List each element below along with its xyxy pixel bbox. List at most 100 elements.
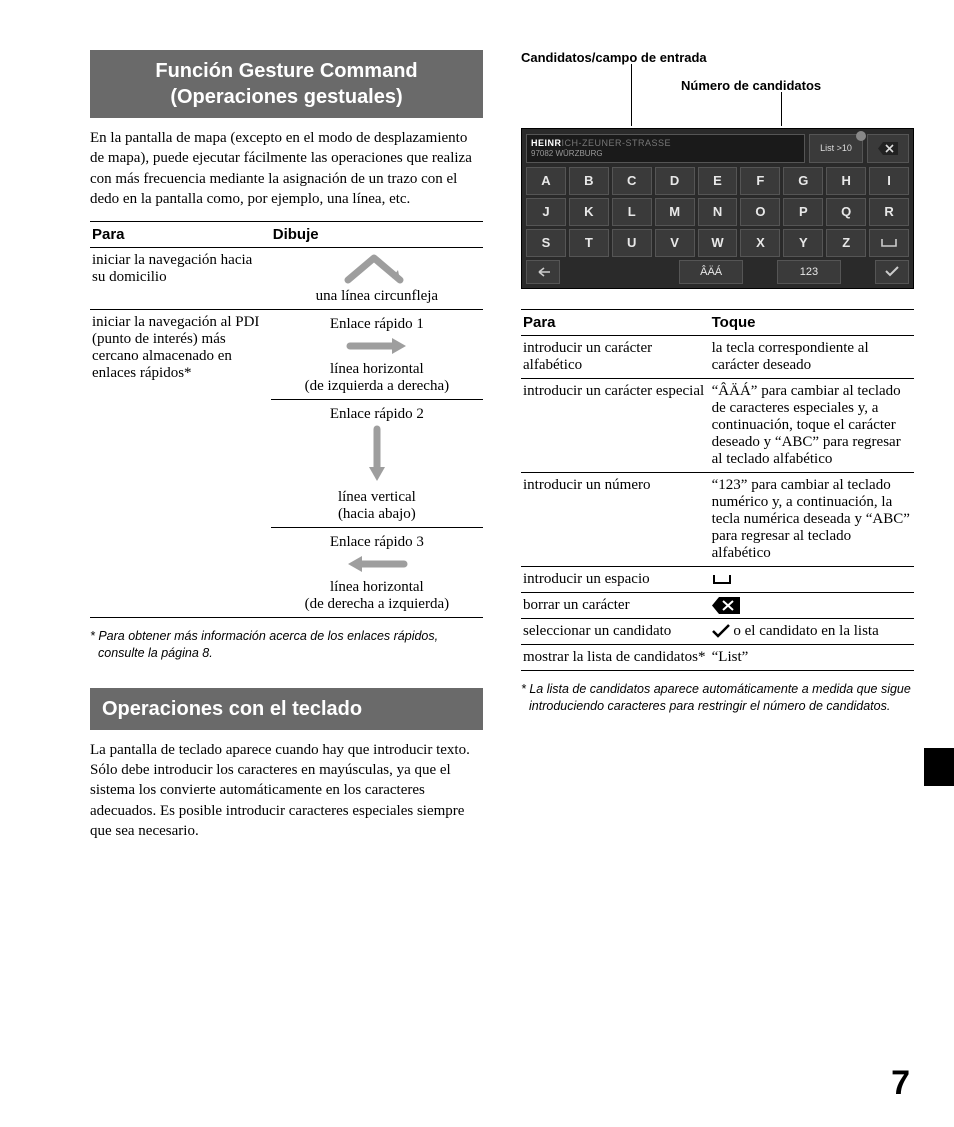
- gesture-th-dibuje: Dibuje: [271, 222, 483, 248]
- gesture-cell: una línea circunfleja: [271, 248, 483, 310]
- gesture-caption: línea horizontal (de derecha a izquierda…: [271, 579, 483, 613]
- table-row: iniciar la navegación hacia su domicilio…: [90, 248, 483, 310]
- key-i[interactable]: I: [869, 167, 909, 195]
- toque-para: mostrar la lista de candidatos*: [521, 644, 710, 670]
- key-d[interactable]: D: [655, 167, 695, 195]
- left-column: Función Gesture Command (Operaciones ges…: [90, 50, 483, 853]
- gesture-cell: Enlace rápido 1 línea horizontal (de izq…: [271, 310, 483, 618]
- table-row: iniciar la navegación al PDI (punto de i…: [90, 310, 483, 618]
- numeric-key[interactable]: 123: [777, 260, 840, 284]
- keyboard-input-field[interactable]: HEINRICH-ZEUNER-STRASSE 97082 WÜRZBURG: [526, 134, 805, 163]
- key-b[interactable]: B: [569, 167, 609, 195]
- toque-th-para: Para: [521, 309, 710, 335]
- keyboard-key-rows: ABCDEFGHI JKLMNOPQR STUVWXYZ: [526, 167, 909, 257]
- gesture-para: iniciar la navegación al PDI (punto de i…: [90, 310, 271, 618]
- toque-action: la tecla correspondiente al carácter des…: [710, 335, 914, 378]
- count-badge-icon: [856, 131, 866, 141]
- key-p[interactable]: P: [783, 198, 823, 226]
- section-header-gesture: Función Gesture Command (Operaciones ges…: [90, 50, 483, 118]
- spacer: [844, 260, 872, 284]
- check-icon: [712, 624, 730, 638]
- key-t[interactable]: T: [569, 229, 609, 257]
- toque-para: introducir un número: [521, 472, 710, 566]
- list-button[interactable]: List >10: [809, 134, 863, 163]
- gesture-table: Para Dibuje iniciar la navegación hacia …: [90, 221, 483, 618]
- toque-table: Para Toque introducir un carácter alfabé…: [521, 309, 914, 671]
- table-row: introducir un carácter alfabéticola tecl…: [521, 335, 914, 378]
- key-r[interactable]: R: [869, 198, 909, 226]
- toque-para: seleccionar un candidato: [521, 618, 710, 644]
- key-g[interactable]: G: [783, 167, 823, 195]
- gesture-caption: una línea circunfleja: [273, 288, 481, 305]
- key-f[interactable]: F: [740, 167, 780, 195]
- key-w[interactable]: W: [698, 229, 738, 257]
- key-␣[interactable]: [869, 229, 909, 257]
- table-row: introducir un espacio: [521, 566, 914, 592]
- confirm-button[interactable]: [875, 260, 909, 284]
- key-k[interactable]: K: [569, 198, 609, 226]
- key-q[interactable]: Q: [826, 198, 866, 226]
- input-subline: 97082 WÜRZBURG: [531, 149, 603, 158]
- toque-para: introducir un carácter alfabético: [521, 335, 710, 378]
- arrow-right-icon: [342, 333, 412, 359]
- table-row: seleccionar un candidato o el candidato …: [521, 618, 914, 644]
- key-y[interactable]: Y: [783, 229, 823, 257]
- label-candidates-field: Candidatos/campo de entrada: [521, 50, 707, 65]
- key-l[interactable]: L: [612, 198, 652, 226]
- toque-action: “ÂÄÁ” para cambiar al teclado de caracte…: [710, 378, 914, 472]
- table-row: introducir un carácter especial“ÂÄÁ” par…: [521, 378, 914, 472]
- backspace-button[interactable]: [867, 134, 909, 163]
- key-m[interactable]: M: [655, 198, 695, 226]
- list-button-label: List >10: [820, 143, 852, 153]
- toque-action: o el candidato en la lista: [710, 618, 914, 644]
- key-j[interactable]: J: [526, 198, 566, 226]
- toque-para: introducir un carácter especial: [521, 378, 710, 472]
- toque-action: [710, 592, 914, 618]
- key-h[interactable]: H: [826, 167, 866, 195]
- toque-para: borrar un carácter: [521, 592, 710, 618]
- key-s[interactable]: S: [526, 229, 566, 257]
- gesture-caption: línea horizontal (de izquierda a derecha…: [271, 361, 483, 395]
- key-z[interactable]: Z: [826, 229, 866, 257]
- page-number: 7: [891, 1064, 910, 1103]
- space-icon: [881, 238, 897, 248]
- toque-footnote: * La lista de candidatos aparece automát…: [521, 681, 914, 715]
- key-c[interactable]: C: [612, 167, 652, 195]
- key-e[interactable]: E: [698, 167, 738, 195]
- key-a[interactable]: A: [526, 167, 566, 195]
- suggested-text: ICH-ZEUNER-STRASSE: [562, 138, 672, 148]
- arrow-down-icon: [364, 423, 390, 487]
- toque-action: [710, 566, 914, 592]
- keyboard-labels: Candidatos/campo de entrada Número de ca…: [521, 50, 914, 128]
- key-o[interactable]: O: [740, 198, 780, 226]
- table-row: mostrar la lista de candidatos*“List”: [521, 644, 914, 670]
- toque-th-toque: Toque: [710, 309, 914, 335]
- check-icon: [885, 266, 899, 277]
- typed-text: HEINR: [531, 138, 562, 148]
- leader-line: [781, 92, 782, 126]
- arrow-left-icon: [342, 551, 412, 577]
- gesture-title: Enlace rápido 3: [271, 534, 483, 551]
- toque-action: “123” para cambiar al teclado numérico y…: [710, 472, 914, 566]
- key-u[interactable]: U: [612, 229, 652, 257]
- toque-action: “List”: [710, 644, 914, 670]
- gesture-th-para: Para: [90, 222, 271, 248]
- accent-key[interactable]: ÂÄÁ: [679, 260, 742, 284]
- backspace-icon: [878, 142, 898, 155]
- key-v[interactable]: V: [655, 229, 695, 257]
- gesture-title: Enlace rápido 1: [271, 316, 483, 333]
- gesture-caption: línea vertical (hacia abajo): [271, 489, 483, 523]
- right-column: Candidatos/campo de entrada Número de ca…: [521, 50, 914, 853]
- key-x[interactable]: X: [740, 229, 780, 257]
- keyboard-screenshot: HEINRICH-ZEUNER-STRASSE 97082 WÜRZBURG L…: [521, 128, 914, 289]
- table-row: borrar un carácter: [521, 592, 914, 618]
- back-icon: [535, 266, 551, 278]
- space-icon: [712, 573, 732, 585]
- back-button[interactable]: [526, 260, 560, 284]
- gesture-title: Enlace rápido 2: [271, 406, 483, 423]
- intro-keyboard: La pantalla de teclado aparece cuando ha…: [90, 740, 483, 841]
- key-n[interactable]: N: [698, 198, 738, 226]
- spacer: [563, 260, 676, 284]
- intro-gesture: En la pantalla de mapa (excepto en el mo…: [90, 128, 483, 209]
- thumb-index-tab: [924, 748, 954, 786]
